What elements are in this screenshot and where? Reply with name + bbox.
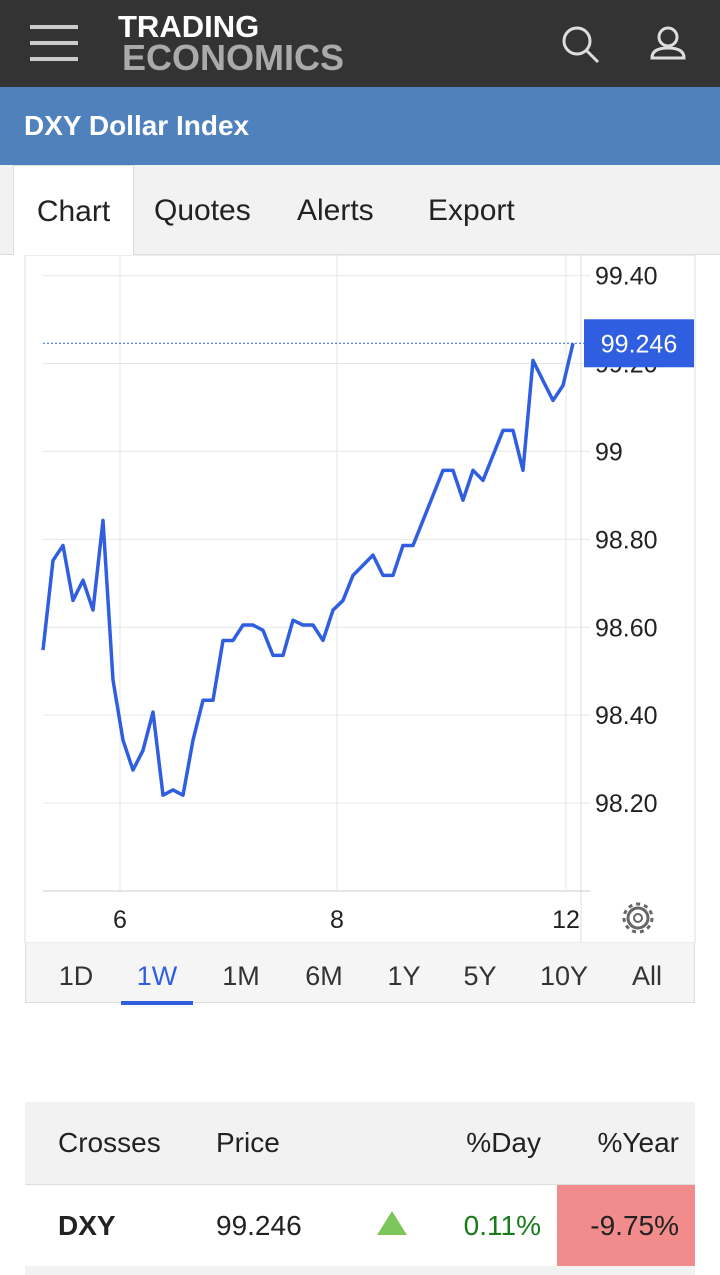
cell: 99.246	[216, 1184, 376, 1268]
logo-top[interactable]: TRADING	[118, 9, 260, 44]
range-button[interactable]: 1Y	[387, 961, 421, 991]
y-tick-label: 98.60	[595, 614, 658, 642]
range-selector: 1D 1W 1M 6M 1Y 5Y 10Y All	[25, 943, 695, 1005]
price-line	[41, 342, 575, 797]
y-tick-label: 98.20	[595, 790, 658, 818]
header-cell: %Year	[557, 1102, 695, 1185]
settings-icon[interactable]	[622, 902, 654, 934]
chart-border	[24, 255, 696, 943]
header-cell: Price	[216, 1102, 376, 1185]
cell: -9.75%	[557, 1184, 695, 1268]
x-tick-label: 6	[113, 906, 127, 934]
range-button[interactable]: 6M	[305, 961, 343, 991]
x-tick-label: 12	[552, 906, 580, 934]
y-tick-label: 98.40	[595, 702, 658, 730]
y-tick-label: 98.80	[595, 526, 658, 554]
x-tick-label: 8	[330, 906, 344, 934]
chart: 98.2098.4098.6098.809999.2099.40681299.2…	[24, 255, 696, 943]
y-tick-label: 99.40	[595, 263, 658, 291]
search-icon[interactable]	[560, 24, 602, 66]
range-button[interactable]: All	[631, 961, 662, 991]
logo-bottom[interactable]: ECONOMICS	[122, 37, 345, 78]
range-button[interactable]: 10Y	[539, 961, 589, 991]
range-button[interactable]: 1M	[222, 961, 260, 991]
tab[interactable]: Chart	[13, 165, 134, 255]
page-title: DXY Dollar Index	[0, 87, 720, 165]
top-bar: TRADING ECONOMICS	[0, 0, 720, 87]
up-arrow	[377, 1210, 407, 1235]
tab[interactable]: Alerts	[297, 194, 374, 227]
cell[interactable]: DXY	[25, 1184, 216, 1268]
header-cell: %Day	[376, 1102, 557, 1185]
last-value-box	[584, 319, 694, 368]
tab[interactable]: Export	[428, 194, 515, 227]
y-tick-label: 99	[595, 438, 623, 466]
range-button[interactable]: 1D	[58, 961, 94, 991]
tabs: Chart Quotes Alerts Export	[0, 165, 720, 255]
range-button[interactable]: 5Y	[463, 961, 497, 991]
cell: 0.11%	[436, 1184, 557, 1268]
crosses-table: Crosses Price %Day %Year DXY 99.246 0.11…	[25, 1102, 695, 1268]
tab[interactable]: Quotes	[154, 194, 251, 227]
menu-icon[interactable]	[30, 25, 78, 61]
user-icon[interactable]	[648, 24, 690, 66]
header-cell: Crosses	[25, 1102, 216, 1185]
next-row	[25, 1266, 695, 1275]
last-value-label: 99.246	[601, 330, 677, 358]
range-button[interactable]: 1W	[121, 943, 193, 1005]
